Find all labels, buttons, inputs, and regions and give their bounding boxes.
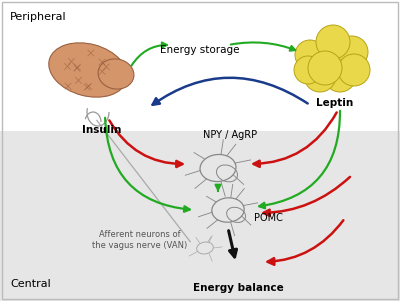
Circle shape xyxy=(308,51,342,85)
Circle shape xyxy=(316,25,350,59)
Circle shape xyxy=(316,46,344,74)
FancyArrowPatch shape xyxy=(259,111,340,208)
FancyArrowPatch shape xyxy=(132,42,167,66)
Circle shape xyxy=(324,60,356,92)
Text: Insulin: Insulin xyxy=(82,125,122,135)
Circle shape xyxy=(336,36,368,68)
Text: Afferent neurons of
the vagus nerve (VAN): Afferent neurons of the vagus nerve (VAN… xyxy=(92,230,188,250)
FancyArrowPatch shape xyxy=(264,177,350,216)
FancyArrowPatch shape xyxy=(109,120,182,167)
Text: NPY / AgRP: NPY / AgRP xyxy=(203,130,257,140)
Text: POMC: POMC xyxy=(254,213,283,223)
Bar xyxy=(0,131,400,301)
Circle shape xyxy=(304,60,336,92)
FancyArrowPatch shape xyxy=(152,78,308,105)
FancyArrowPatch shape xyxy=(216,185,220,191)
Text: Leptin: Leptin xyxy=(316,98,354,108)
FancyArrowPatch shape xyxy=(268,220,343,265)
Text: Peripheral: Peripheral xyxy=(10,12,67,22)
Circle shape xyxy=(338,54,370,86)
FancyArrowPatch shape xyxy=(254,113,337,167)
FancyArrowPatch shape xyxy=(231,42,295,51)
Circle shape xyxy=(294,56,322,84)
FancyArrowPatch shape xyxy=(97,120,190,242)
Text: Energy storage: Energy storage xyxy=(160,45,240,55)
Circle shape xyxy=(295,40,325,70)
Bar xyxy=(0,0,400,131)
Text: Central: Central xyxy=(10,279,51,289)
FancyArrowPatch shape xyxy=(105,118,190,212)
Ellipse shape xyxy=(49,43,127,97)
FancyArrowPatch shape xyxy=(229,231,236,257)
Ellipse shape xyxy=(98,59,134,89)
Text: Energy balance: Energy balance xyxy=(193,283,283,293)
